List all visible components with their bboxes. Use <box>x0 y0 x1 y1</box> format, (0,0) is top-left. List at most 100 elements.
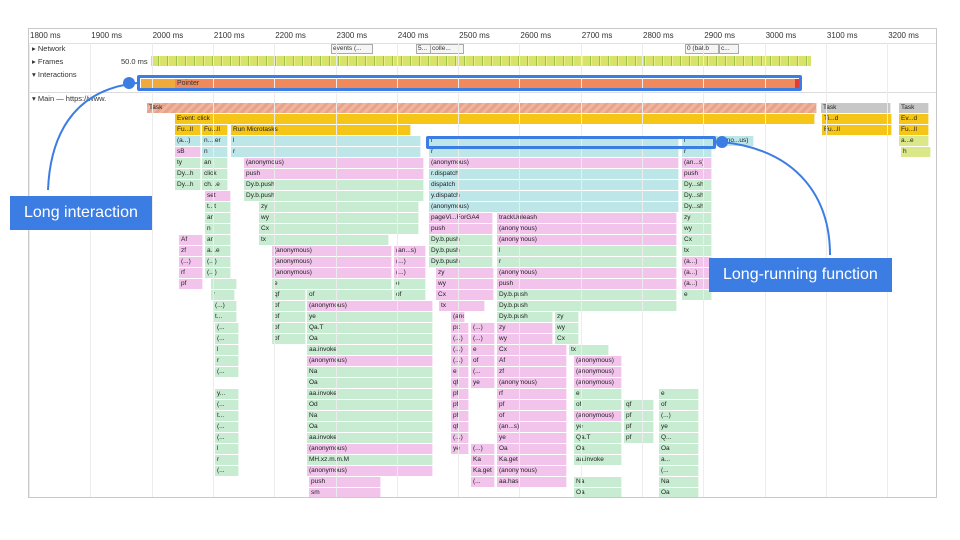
flame-block[interactable]: trackUnleash <box>497 213 677 223</box>
flame-block[interactable]: r <box>429 147 679 157</box>
flame-block[interactable]: Cx <box>436 290 494 300</box>
flame-block[interactable]: qf <box>451 378 469 388</box>
flame-block[interactable]: tx <box>439 301 485 311</box>
flame-block[interactable]: Fu...ll <box>899 125 929 135</box>
flame-block[interactable]: Ka.get <box>471 466 495 476</box>
flame-block[interactable]: Oa <box>574 488 622 497</box>
flame-block[interactable]: Qa.T <box>307 323 433 333</box>
flame-block[interactable]: ye <box>497 433 567 443</box>
flame-block[interactable]: r <box>682 147 712 157</box>
flame-block[interactable]: Oa <box>307 378 433 388</box>
flame-block[interactable]: e <box>659 389 699 399</box>
flame-block[interactable]: l <box>215 345 239 355</box>
flame-block[interactable]: (anonymous) <box>307 356 433 366</box>
flame-block[interactable]: aa.invoke <box>307 433 433 443</box>
flame-block[interactable]: (anonymous) <box>497 235 677 245</box>
frames-strip[interactable] <box>151 56 811 66</box>
flame-block[interactable]: zf <box>179 246 203 256</box>
flame-block[interactable]: Na <box>659 477 699 487</box>
flame-block[interactable]: (anonymous) <box>497 268 677 278</box>
flame-block[interactable]: qf <box>624 400 654 410</box>
flame-block[interactable]: zy <box>497 323 553 333</box>
flame-block[interactable]: Dy.b.push <box>244 191 424 201</box>
flame-block[interactable]: Q... <box>659 433 699 443</box>
flame-block[interactable]: (... <box>215 334 239 344</box>
flame-block[interactable]: pf <box>272 312 306 322</box>
flame-block[interactable]: Na <box>307 367 433 377</box>
flame-block[interactable]: r <box>497 257 677 267</box>
flame-block[interactable]: e <box>394 279 426 289</box>
network-request[interactable]: 0 (bat.b <box>685 44 719 54</box>
flame-block[interactable]: (... <box>215 422 239 432</box>
flame-block[interactable]: (...) <box>471 444 495 454</box>
flame-block[interactable]: (... <box>215 367 239 377</box>
flame-block[interactable]: Ka.get <box>497 455 567 465</box>
flame-block[interactable]: Dy.b.push <box>497 312 553 322</box>
flame-block[interactable]: (an...s) <box>682 158 712 168</box>
network-request[interactable]: colle... <box>430 44 464 54</box>
flame-block[interactable]: (anonymous) <box>272 257 392 267</box>
flame-block[interactable]: dispatch <box>429 180 679 190</box>
flame-block[interactable]: (...) <box>471 334 495 344</box>
flame-block[interactable]: l <box>497 246 677 256</box>
flame-block[interactable]: l <box>231 136 421 146</box>
flame-block[interactable]: Qa.T <box>574 433 622 443</box>
flame-block[interactable]: Run Microtasks <box>231 125 411 135</box>
flame-block[interactable]: (anonymous) <box>497 378 567 388</box>
flame-block[interactable]: pf <box>624 433 654 443</box>
flame-block[interactable]: Oa <box>497 444 567 454</box>
flame-block[interactable]: Na <box>574 477 622 487</box>
flame-block[interactable]: r <box>211 290 235 300</box>
flame-block[interactable]: Fu...ll <box>175 125 201 135</box>
network-request[interactable]: events (... <box>331 44 373 54</box>
flame-block[interactable]: t... <box>215 411 239 421</box>
flame-block[interactable]: a...e <box>205 246 231 256</box>
flame-block[interactable]: a... <box>659 455 699 465</box>
flame-block[interactable]: (... <box>215 466 239 476</box>
flame-block[interactable]: (anonymous) <box>497 224 677 234</box>
flame-block[interactable]: e <box>471 345 495 355</box>
flame-block[interactable]: e <box>451 367 469 377</box>
network-request[interactable]: c... <box>719 44 739 54</box>
flame-block[interactable]: (... <box>471 367 495 377</box>
flame-block[interactable]: aa.invoke <box>307 389 433 399</box>
flame-block[interactable]: ye <box>471 378 495 388</box>
flame-block[interactable]: tx <box>259 235 389 245</box>
flame-block[interactable]: (anonymous) <box>244 158 424 168</box>
flame-block[interactable]: aa.invoke <box>307 345 433 355</box>
flame-block[interactable]: set <box>205 191 231 201</box>
flame-block[interactable]: (...) <box>471 323 495 333</box>
flame-block[interactable]: (... <box>215 400 239 410</box>
flame-block[interactable]: wy <box>682 224 712 234</box>
flame-block[interactable]: (an...s) <box>394 246 426 256</box>
flame-block[interactable]: (...) <box>451 345 469 355</box>
flame-block[interactable]: ch...e <box>202 180 228 190</box>
flame-block[interactable]: (...) <box>659 411 699 421</box>
flame-block[interactable]: MH.xz.m.m.M <box>307 455 433 465</box>
flame-block[interactable]: Dy...sh <box>682 202 712 212</box>
flame-block[interactable]: (a...) <box>682 257 712 267</box>
flame-block[interactable]: qf <box>272 290 306 300</box>
flame-block[interactable]: of <box>307 290 393 300</box>
flame-block[interactable]: (anonymous) <box>429 202 679 212</box>
flame-block[interactable]: (anonymous) <box>307 444 433 454</box>
flame-block[interactable]: Dy.b.push <box>244 180 424 190</box>
flame-block[interactable]: ty <box>175 158 201 168</box>
flame-block[interactable]: (anonymous) <box>272 246 392 256</box>
flame-block[interactable]: ye <box>574 422 622 432</box>
flame-block[interactable]: Oa <box>307 334 433 344</box>
flame-block[interactable]: click <box>202 169 228 179</box>
flame-block[interactable]: (an...s) <box>497 422 567 432</box>
flame-block[interactable]: Dy...sh <box>682 191 712 201</box>
flame-block[interactable]: (...) <box>451 356 469 366</box>
flame-block[interactable]: px <box>451 323 469 333</box>
flame-block[interactable]: Ka <box>471 455 495 465</box>
flame-block[interactable]: (a...) <box>682 268 712 278</box>
flame-block[interactable]: Dy.b.push <box>497 301 677 311</box>
flame-block[interactable]: (anonymous) <box>574 378 622 388</box>
flame-block[interactable]: Af <box>179 235 203 245</box>
flame-block[interactable]: (anonymous) <box>307 466 433 476</box>
flame-block[interactable]: pf <box>451 411 469 421</box>
main-track-label[interactable]: ▾ Main — https://www. <box>32 94 107 103</box>
flame-block[interactable]: y.dispatch <box>429 191 679 201</box>
